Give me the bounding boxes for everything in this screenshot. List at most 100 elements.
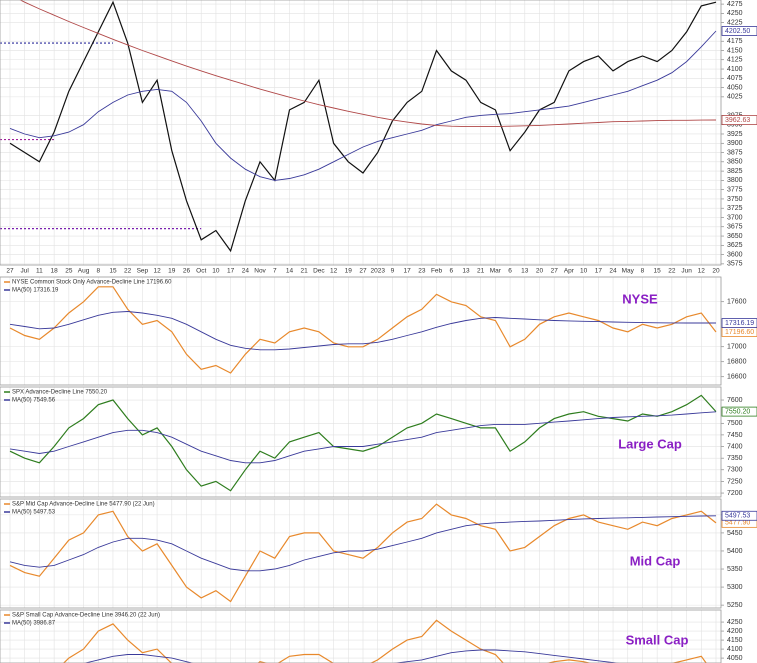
plot-area <box>0 499 721 608</box>
y-tick-label: 4225 <box>727 19 743 26</box>
x-tick-label: Jun <box>681 268 692 275</box>
y-tick-label: 16600 <box>727 374 747 381</box>
y-tick-label: 3950 <box>727 122 743 129</box>
end-label-box <box>721 406 757 417</box>
series-line <box>9 503 717 603</box>
panel-frame <box>0 386 722 498</box>
x-tick-label: 21 <box>477 268 485 275</box>
y-tick-label: 4150 <box>727 637 743 644</box>
x-tick-label: 23 <box>418 268 426 275</box>
x-tick-label: 19 <box>168 268 176 275</box>
y-tick-label: 3725 <box>727 205 743 212</box>
plot-area <box>0 387 721 497</box>
y-tick-label: 3900 <box>727 140 743 147</box>
y-tick-label: 3800 <box>727 177 743 184</box>
x-tick-label: 22 <box>668 268 676 275</box>
x-tick-label: Oct <box>196 268 206 275</box>
y-tick-label: 4250 <box>727 10 743 17</box>
x-tick-label: 20 <box>536 268 544 275</box>
x-tick-label: 8 <box>96 268 100 275</box>
y-tick-label: 7400 <box>727 443 743 450</box>
end-label-box <box>721 26 757 36</box>
end-label: 17196.60 <box>725 329 754 336</box>
y-tick-label: 3775 <box>727 187 743 194</box>
y-tick-label: 4050 <box>727 655 743 662</box>
y-tick-label: 17600 <box>727 299 747 306</box>
end-label: 5477.90 <box>725 520 750 527</box>
panel-annotation: Large Cap <box>618 436 682 451</box>
x-tick-label: 21 <box>301 268 309 275</box>
panel: 3575 3600 3625 3650 3675 3700 3725 3750 3775 3800… <box>0 0 757 275</box>
y-tick-label: 3575 <box>727 261 743 268</box>
end-label-box <box>721 318 757 328</box>
x-tick-label: 27 <box>551 268 559 275</box>
panel-frame <box>0 609 722 663</box>
y-tick-label: 4175 <box>727 38 743 45</box>
x-tick-label: 17 <box>595 268 603 275</box>
y-tick-label: 3850 <box>727 159 743 166</box>
y-tick-label: 7600 <box>727 397 743 404</box>
y-tick-label: 4150 <box>727 47 743 54</box>
end-label-box <box>721 510 757 521</box>
y-tick-label: 17000 <box>727 344 747 351</box>
y-tick-label: 3675 <box>727 224 743 231</box>
x-tick-label: 19 <box>345 268 353 275</box>
panel: 16600 16800 17000 17600 17196.60 NYSE Common … <box>0 276 757 386</box>
x-tick-label: 8 <box>641 268 645 275</box>
x-tick-label: 9 <box>391 268 395 275</box>
plot-area <box>0 610 721 663</box>
x-tick-label: 2023 <box>370 268 385 275</box>
series-line <box>9 394 717 492</box>
end-label: 4202.50 <box>725 28 750 35</box>
y-tick-label: 7450 <box>727 432 743 439</box>
legend-entry: NYSE Common Stock Only Advance-Decline L… <box>12 280 172 286</box>
x-tick-label: 18 <box>51 268 59 275</box>
legend-entry: MA(50) 17316.19 <box>12 288 59 294</box>
y-tick-label: 4025 <box>727 94 743 101</box>
y-tick-label: 4100 <box>727 646 743 653</box>
x-tick-label: 6 <box>449 268 453 275</box>
panel: 7200 7250 7300 7350 7400 7450 7500 7600 7550.20 S… <box>0 386 757 498</box>
x-tick-label: 13 <box>462 268 470 275</box>
y-tick-label: 7500 <box>727 420 743 427</box>
x-tick-label: 12 <box>153 268 161 275</box>
legend-entry: S&P Small Cap Advance-Decline Line 3946.… <box>12 613 160 619</box>
y-tick-label: 3925 <box>727 131 743 138</box>
x-tick-label: 11 <box>36 268 43 275</box>
y-tick-label: 5450 <box>727 530 743 537</box>
y-tick-label: 3750 <box>727 196 743 203</box>
x-tick-label: 17 <box>404 268 412 275</box>
x-tick-label: Sep <box>137 268 149 275</box>
y-tick-label: 7250 <box>727 478 743 485</box>
series-line <box>19 0 717 128</box>
y-tick-label: 4100 <box>727 66 743 73</box>
legend-entry: SPX Advance-Decline Line 7550.20 <box>12 390 108 396</box>
panel: 4050 4100 4150 4200 4250 S&P Small Cap Advanc… <box>0 609 743 663</box>
x-tick-label: 27 <box>6 268 14 275</box>
series-line <box>9 286 717 374</box>
x-tick-label: Feb <box>431 268 443 275</box>
series-line <box>9 30 717 181</box>
series-line <box>9 311 716 351</box>
y-tick-label: 4125 <box>727 57 743 64</box>
series-line <box>62 619 707 663</box>
x-tick-label: Nov <box>254 268 266 275</box>
x-tick-label: 26 <box>183 268 191 275</box>
panel-frame <box>0 276 722 386</box>
y-tick-label: 4275 <box>727 1 743 8</box>
legend-entry: MA(50) 5497.53 <box>12 510 56 516</box>
panel-annotation: Mid Cap <box>630 553 681 568</box>
y-tick-label: 4250 <box>727 619 743 626</box>
x-tick-label: 7 <box>273 268 277 275</box>
end-label: 17316.19 <box>725 320 754 327</box>
y-tick-label: 4050 <box>727 84 743 91</box>
panel: 5250530053505400545055005477.90S&P Mid C… <box>0 498 757 609</box>
x-tick-label: 25 <box>65 268 73 275</box>
x-tick-label: 15 <box>109 268 117 275</box>
legend-entry: MA(50) 3986.87 <box>12 621 56 627</box>
x-tick-label: 10 <box>580 268 588 275</box>
y-tick-label: 4200 <box>727 628 743 635</box>
y-tick-label: 5250 <box>727 602 743 609</box>
y-tick-label: 3875 <box>727 149 743 156</box>
